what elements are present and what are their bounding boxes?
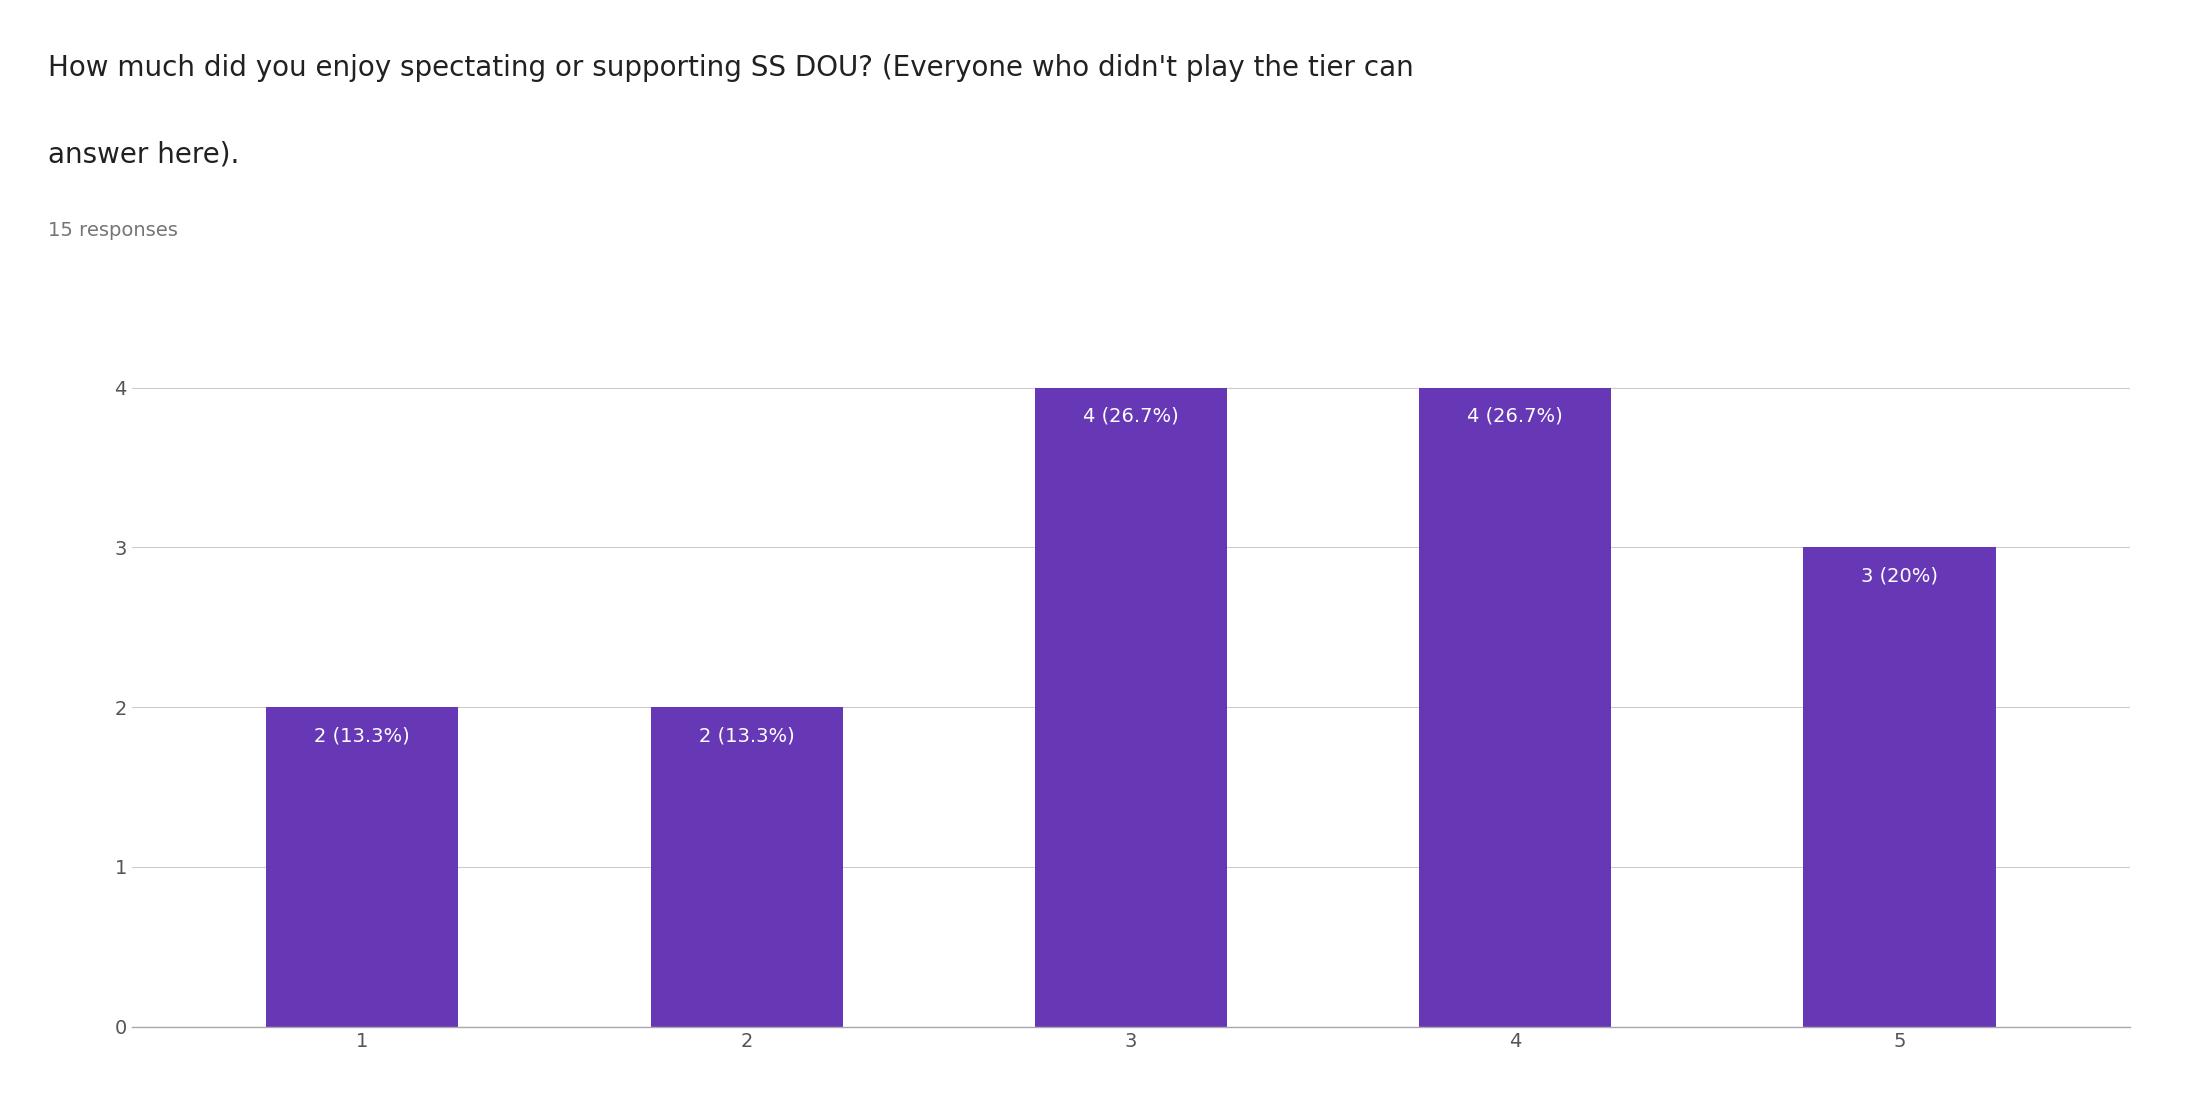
Bar bbox=[1803, 547, 1996, 1027]
Text: How much did you enjoy spectating or supporting SS DOU? (Everyone who didn't pla: How much did you enjoy spectating or sup… bbox=[48, 54, 1414, 81]
Text: 3 (20%): 3 (20%) bbox=[1860, 567, 1939, 586]
Bar bbox=[650, 708, 843, 1027]
Text: 2 (13.3%): 2 (13.3%) bbox=[314, 727, 411, 745]
Text: 15 responses: 15 responses bbox=[48, 221, 178, 240]
Text: 4 (26.7%): 4 (26.7%) bbox=[1083, 406, 1179, 425]
Text: 2 (13.3%): 2 (13.3%) bbox=[698, 727, 795, 745]
Text: 4 (26.7%): 4 (26.7%) bbox=[1467, 406, 1564, 425]
Bar bbox=[1034, 387, 1228, 1027]
Bar bbox=[1419, 387, 1612, 1027]
Bar bbox=[266, 708, 459, 1027]
Text: answer here).: answer here). bbox=[48, 141, 239, 169]
